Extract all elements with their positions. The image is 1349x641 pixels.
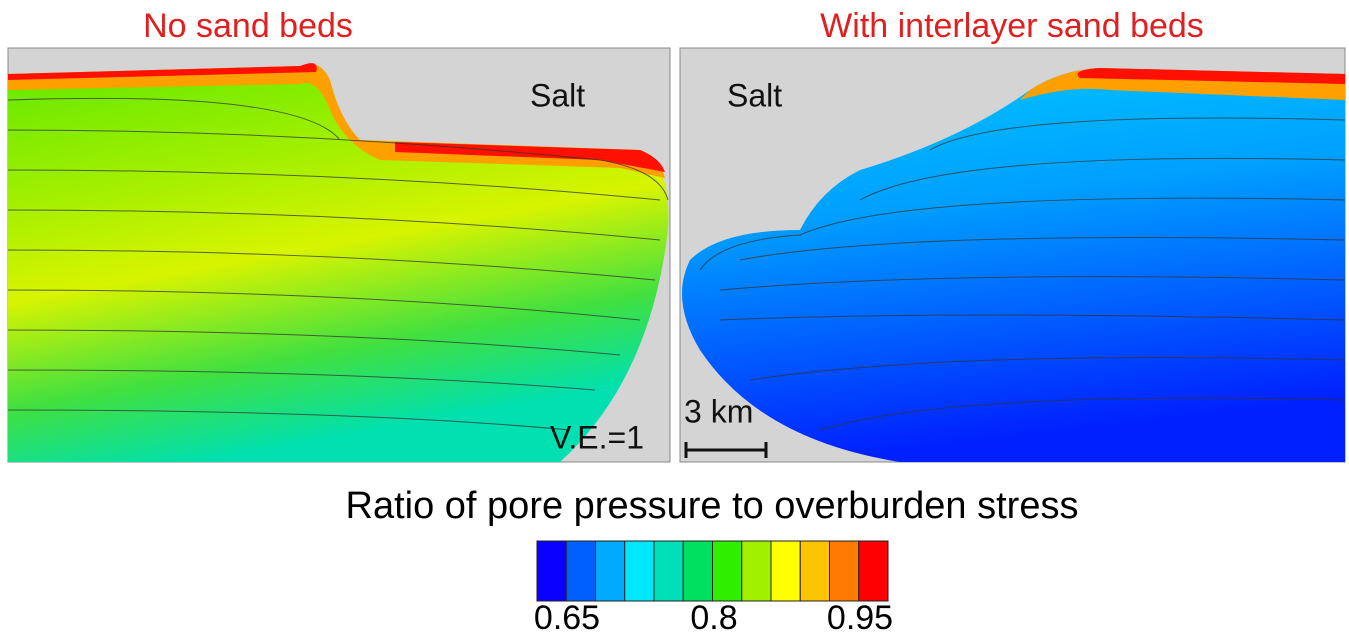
panel-title: With interlayer sand beds — [820, 7, 1204, 45]
colorbar-tick-label: 0.95 — [827, 599, 893, 637]
colorbar-bin — [742, 541, 771, 601]
page: {"panels": [ {"title": "No sand beds", "… — [0, 0, 1349, 641]
colorbar-title: Ratio of pore pressure to overburden str… — [346, 485, 1079, 527]
right-panel: Salt 3 km — [680, 48, 1345, 462]
colorbar-bin — [800, 541, 829, 601]
colorbar-bin — [771, 541, 800, 601]
figure: No sand beds With interlayer sand beds S… — [0, 0, 1349, 641]
colorbar-bin — [654, 541, 683, 601]
colorbar-tick-label: 0.8 — [690, 599, 737, 637]
left-panel: Salt V.E.=1 — [8, 48, 670, 462]
colorbar-bin — [537, 541, 566, 601]
colorbar: 0.65 0.8 0.95 — [534, 541, 893, 637]
material-label: Salt — [530, 77, 585, 113]
colorbar-bin — [713, 541, 742, 601]
colorbar-bin — [625, 541, 654, 601]
material-label: Salt — [727, 77, 782, 113]
colorbar-bin — [683, 541, 712, 601]
colorbar-bin — [566, 541, 595, 601]
scale-label: 3 km — [684, 393, 753, 429]
colorbar-bin — [596, 541, 625, 601]
colorbar-bin — [859, 541, 888, 601]
colorbar-tick-label: 0.65 — [534, 599, 600, 637]
panel-title: No sand beds — [143, 7, 353, 45]
note: V.E.=1 — [550, 419, 644, 455]
colorbar-bin — [830, 541, 859, 601]
